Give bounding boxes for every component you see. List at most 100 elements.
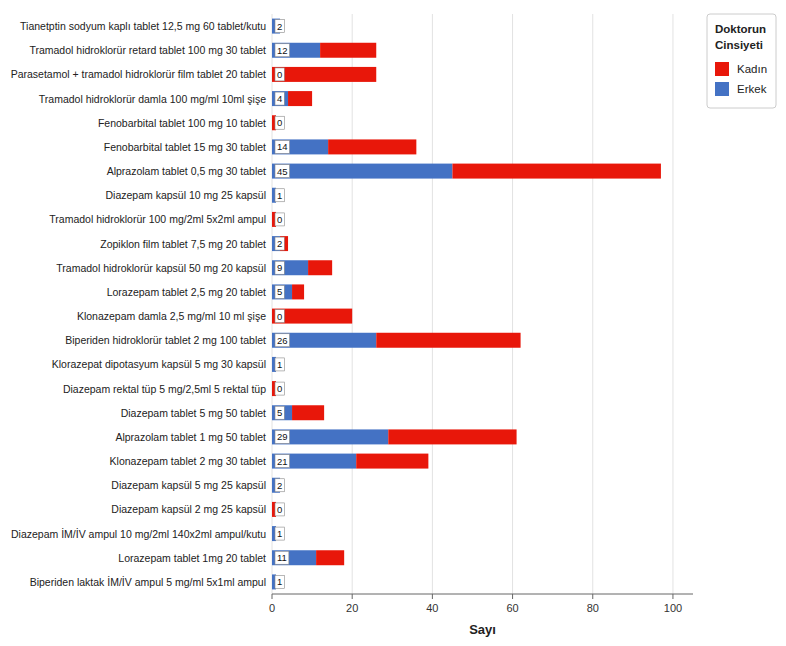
legend-title-line: Cinsiyeti — [715, 39, 763, 51]
data-label: 9 — [275, 261, 284, 274]
data-label-text: 4 — [277, 93, 282, 104]
category-label: Diazepam tablet 5 mg 50 tablet — [121, 407, 266, 419]
data-label-box — [275, 213, 284, 226]
tick-label: 0 — [269, 602, 275, 614]
category-label: Biperiden laktak İM/İV ampul 5 mg/ml 5x1… — [30, 576, 266, 588]
bar — [272, 284, 292, 299]
category-label: Diazepam kapsül 2 mg 25 kapsül — [111, 503, 266, 515]
data-label-box — [275, 430, 290, 443]
tick-label: 20 — [346, 602, 358, 614]
bar — [292, 284, 304, 299]
grid-line — [432, 14, 433, 594]
legend-title-line: Doktorun — [715, 23, 766, 35]
data-label: 11 — [275, 551, 289, 564]
bar — [356, 454, 428, 469]
legend-title: Doktorun Cinsiyeti — [715, 23, 766, 51]
data-label-text: 1 — [277, 576, 282, 587]
bar — [272, 309, 352, 324]
data-label-box — [275, 575, 284, 588]
data-label-box — [275, 285, 284, 298]
tick-label: 100 — [664, 602, 682, 614]
category-label: Tramadol hidroklorür kapsül 50 mg 20 kap… — [56, 262, 266, 274]
data-label-box — [275, 479, 284, 492]
data-label: 12 — [275, 44, 290, 57]
tick-label: 40 — [426, 602, 438, 614]
grid-line — [672, 14, 673, 594]
axis-line — [272, 594, 693, 595]
grid-line — [352, 14, 353, 594]
data-label-box — [275, 44, 290, 57]
data-label-text: 1 — [277, 359, 282, 370]
bar — [272, 164, 452, 179]
data-label: 5 — [275, 406, 284, 419]
bar — [272, 43, 320, 58]
data-label-text: 5 — [277, 407, 282, 418]
data-label-box — [275, 527, 284, 540]
category-label: Tramadol hidroklorür retard tablet 100 m… — [29, 44, 266, 56]
bar — [308, 260, 332, 275]
data-label-text: 2 — [277, 238, 282, 249]
category-label: Biperiden hidroklorür tablet 2 mg 100 ta… — [65, 334, 266, 346]
tick-mark — [352, 594, 353, 599]
data-label-box — [275, 20, 284, 33]
data-label: 1 — [275, 189, 284, 202]
data-label-text: 5 — [277, 286, 282, 297]
category-label: Alprazolam tablet 1 mg 50 tablet — [115, 431, 266, 443]
data-label-text: 14 — [277, 141, 288, 152]
legend-swatch — [715, 82, 729, 96]
data-label-box — [275, 237, 284, 250]
y-axis: Tianetptin sodyum kaplı tablet 12,5 mg 6… — [11, 20, 266, 588]
data-label-box — [275, 165, 290, 178]
data-label: 1 — [275, 527, 284, 540]
data-label-box — [275, 406, 284, 419]
data-label-box — [275, 116, 284, 129]
data-label: 1 — [275, 358, 284, 371]
bar — [272, 67, 376, 82]
bar — [288, 91, 312, 106]
tick-label: 80 — [587, 602, 599, 614]
data-label: 2 — [275, 479, 284, 492]
bar — [272, 260, 308, 275]
category-label: Diazepam rektal tüp 5 mg/2,5ml 5 rektal … — [63, 383, 266, 395]
bar — [328, 139, 416, 154]
legend-frame — [707, 14, 776, 108]
data-label: 26 — [275, 334, 290, 347]
bar — [272, 139, 328, 154]
grid-line — [512, 14, 513, 594]
bars — [272, 19, 661, 590]
category-label: Fenobarbital tablet 100 mg 10 tablet — [98, 117, 266, 129]
data-label: 29 — [275, 430, 290, 443]
data-label-box — [275, 551, 289, 564]
bar — [292, 405, 324, 420]
data-label-text: 26 — [277, 335, 288, 346]
tick-mark — [512, 594, 513, 599]
category-label: Fenobarbital tablet 15 mg 30 tablet — [104, 141, 266, 153]
data-label-text: 1 — [277, 190, 282, 201]
category-label: Alprazolam tablet 0,5 mg 30 tablet — [107, 165, 266, 177]
data-label-box — [275, 503, 284, 516]
data-label-box — [275, 189, 284, 202]
category-label: Diazepam kapsül 10 mg 25 kapsül — [105, 189, 266, 201]
data-label-text: 0 — [277, 311, 282, 322]
data-label-text: 11 — [277, 552, 287, 563]
data-label-box — [275, 92, 284, 105]
data-label-text: 0 — [277, 504, 282, 515]
bar — [388, 429, 516, 444]
category-label: Klonazepam damla 2,5 mg/ml 10 ml şişe — [77, 310, 266, 322]
category-label: Zopiklon film tablet 7,5 mg 20 tablet — [100, 238, 266, 250]
category-label: Tramadol hidroklorür 100 mg/2ml 5x2ml am… — [49, 213, 266, 225]
category-label: Diazepam İM/İV ampul 10 mg/2ml 140x2ml a… — [11, 528, 266, 540]
bar — [272, 429, 388, 444]
data-label: 2 — [275, 237, 284, 250]
data-label-box — [275, 261, 284, 274]
data-label: 14 — [275, 140, 290, 153]
data-label-text: 2 — [277, 480, 282, 491]
chart: 020406080100Tianetptin sodyum kaplı tabl… — [0, 0, 786, 646]
data-label-text: 2 — [277, 21, 282, 32]
grid — [272, 14, 673, 594]
tick-mark — [272, 594, 273, 599]
data-label-text: 0 — [277, 214, 282, 225]
data-label: 21 — [275, 455, 290, 468]
data-label: 0 — [275, 213, 284, 226]
tick-mark — [592, 594, 593, 599]
